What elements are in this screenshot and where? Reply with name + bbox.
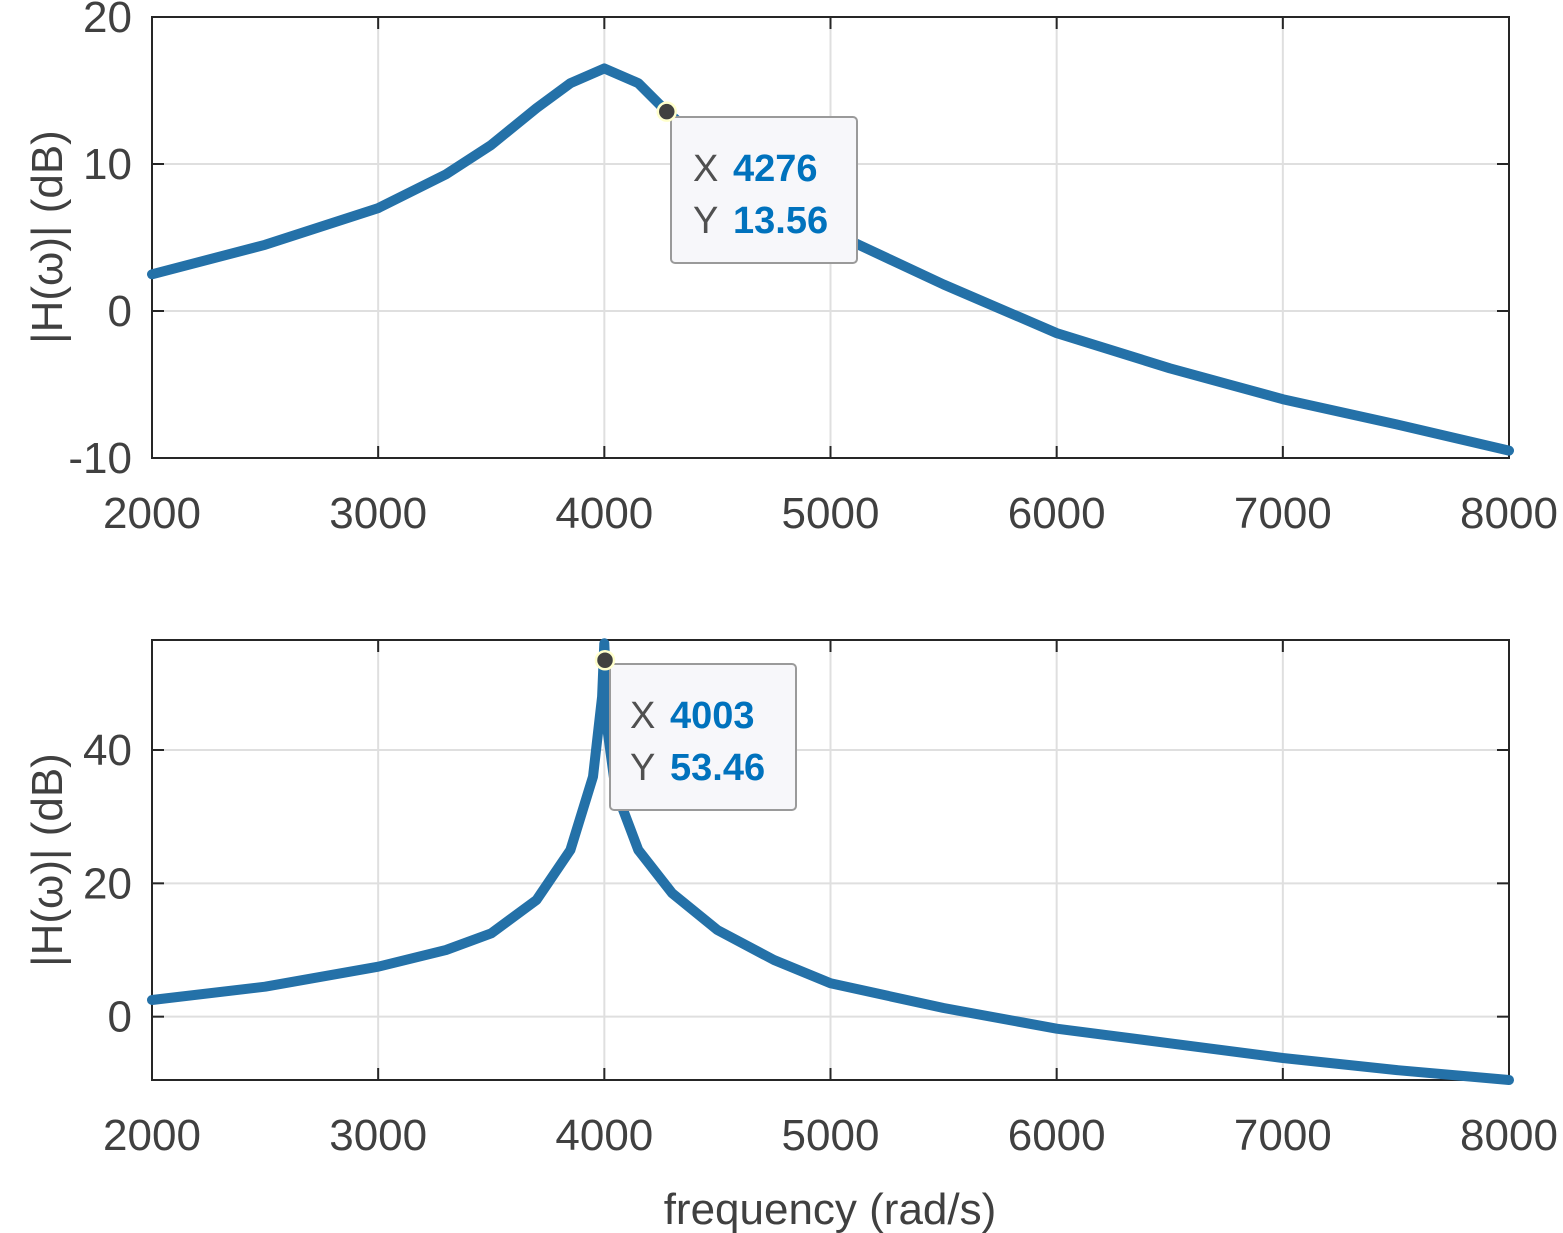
bottom-x-tick-label: 5000 [782, 1111, 880, 1160]
bottom-datatip-x-value: 4003 [670, 695, 755, 737]
bottom-datatip-x-key: X [630, 695, 655, 737]
bottom-datatip-y-value: 53.46 [670, 747, 765, 789]
top-x-tick-labels: 2000 3000 4000 5000 6000 7000 8000 [103, 489, 1558, 538]
bottom-y-axis-label: |H(ω)| (dB) [23, 753, 72, 967]
top-x-tick-label: 3000 [329, 489, 427, 538]
bottom-x-axis-label: frequency (rad/s) [664, 1185, 997, 1233]
top-axes: 2000 3000 4000 5000 6000 7000 8000 -10 0 10 20 |H… [23, 0, 1558, 538]
top-datatip-x-key: X [693, 148, 718, 190]
top-x-tick-label: 5000 [782, 489, 880, 538]
bottom-axes: 2000 3000 4000 5000 6000 7000 8000 0 20 40 |H(ω)… [23, 638, 1558, 1233]
bottom-x-tick-label: 3000 [329, 1111, 427, 1160]
top-y-tick-label: 20 [83, 0, 132, 42]
top-x-tick-label: 4000 [555, 489, 653, 538]
top-datatip-x-value: 4276 [733, 148, 818, 190]
top-x-tick-label: 2000 [103, 489, 201, 538]
bottom-y-tick-label: 40 [83, 726, 132, 775]
top-x-tick-label: 7000 [1234, 489, 1332, 538]
top-datatip-marker[interactable] [656, 101, 678, 122]
bottom-y-tick-labels: 0 20 40 [83, 726, 132, 1042]
top-datatip-box [670, 116, 858, 264]
bottom-x-tick-label: 7000 [1234, 1111, 1332, 1160]
top-datatip[interactable]: X 4276 Y 13.56 [656, 101, 858, 264]
bottom-x-tick-label: 2000 [103, 1111, 201, 1160]
top-y-axis-label: |H(ω)| (dB) [23, 130, 72, 344]
top-axes-box [151, 16, 1510, 459]
top-datatip-y-value: 13.56 [733, 200, 828, 242]
bottom-y-tick-label: 20 [83, 859, 132, 908]
bottom-datatip-marker[interactable] [594, 650, 616, 671]
top-datatip-y-key: Y [693, 200, 718, 242]
bottom-x-tick-label: 4000 [555, 1111, 653, 1160]
bottom-x-tick-label: 8000 [1460, 1111, 1558, 1160]
bottom-x-tick-labels: 2000 3000 4000 5000 6000 7000 8000 [103, 1111, 1558, 1160]
top-y-tick-label: -10 [68, 434, 132, 483]
bottom-y-tick-label: 0 [108, 993, 132, 1042]
bottom-datatip[interactable]: X 4003 Y 53.46 [594, 650, 797, 811]
top-x-tick-label: 8000 [1460, 489, 1558, 538]
top-x-tick-label: 6000 [1008, 489, 1106, 538]
top-y-tick-label: 10 [83, 140, 132, 189]
top-y-tick-label: 0 [108, 287, 132, 336]
top-y-tick-labels: -10 0 10 20 [68, 0, 132, 483]
bottom-axes-box [151, 639, 1510, 1081]
bottom-datatip-box [609, 663, 797, 811]
bottom-x-tick-label: 6000 [1008, 1111, 1106, 1160]
bottom-datatip-y-key: Y [630, 747, 655, 789]
